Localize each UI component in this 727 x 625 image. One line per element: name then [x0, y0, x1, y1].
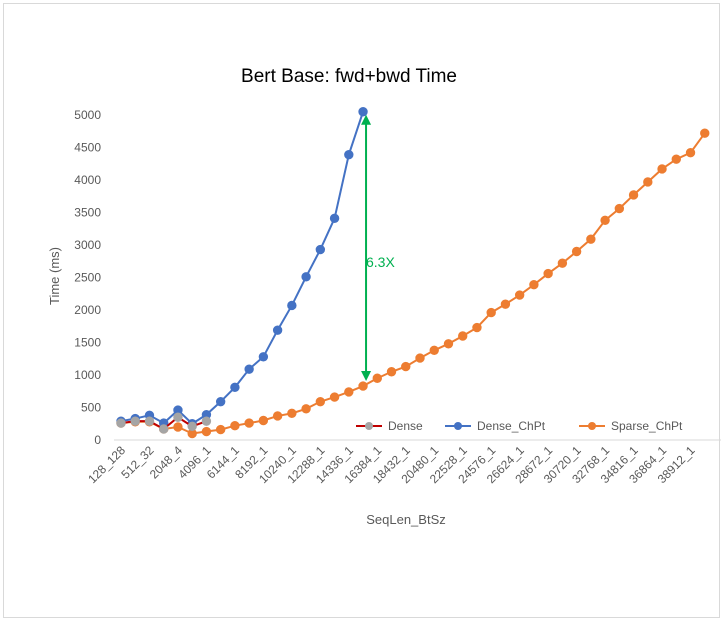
- annotation-arrowhead-up: [361, 114, 372, 125]
- data-point: [401, 361, 411, 372]
- data-point: [230, 421, 240, 431]
- data-point: [600, 215, 610, 226]
- data-point: [458, 331, 468, 341]
- data-point: [301, 272, 311, 282]
- data-point: [244, 418, 254, 428]
- data-point: [301, 404, 311, 414]
- x-axis-label: SeqLen_BtSz: [366, 512, 446, 527]
- data-point: [315, 244, 326, 255]
- data-point: [244, 364, 254, 374]
- chart-title: Bert Base: fwd+bwd Time: [241, 66, 457, 87]
- data-point: [586, 234, 596, 244]
- data-point: [258, 352, 269, 362]
- data-point: [415, 353, 425, 363]
- y-tick-label: 500: [81, 401, 101, 415]
- series-line: [120, 132, 706, 435]
- legend-swatch-marker: [365, 422, 373, 430]
- data-point: [173, 412, 183, 422]
- data-point: [671, 154, 681, 164]
- data-point: [201, 416, 212, 426]
- chart-svg: Bert Base: fwd+bwd Time Time (ms) SeqLen…: [47, 66, 724, 527]
- y-tick-label: 3500: [74, 206, 101, 220]
- data-point: [685, 148, 696, 158]
- y-tick-label: 1500: [74, 336, 101, 350]
- data-point: [514, 290, 525, 300]
- y-tick-label: 5000: [74, 108, 101, 122]
- data-point: [543, 268, 553, 279]
- data-point: [130, 416, 140, 426]
- series-line: [120, 111, 364, 426]
- data-point: [201, 426, 212, 437]
- legend-swatch-marker: [588, 422, 596, 430]
- legend-label: Dense_ChPt: [477, 419, 546, 433]
- annotation-label: 6.3X: [366, 254, 395, 270]
- series-dense-chpt: [116, 107, 368, 429]
- data-point: [429, 345, 439, 355]
- legend-swatch-marker: [454, 422, 462, 430]
- data-point: [173, 422, 183, 432]
- y-tick-label: 1000: [74, 368, 101, 382]
- y-tick-label: 2500: [74, 271, 101, 285]
- series-dense: [116, 412, 212, 434]
- annotation-arrowhead-down: [361, 371, 372, 382]
- y-axis-label: Time (ms): [47, 247, 62, 305]
- data-point: [187, 421, 197, 432]
- y-axis: 0 500 1000 1500 2000 2500 3000 3500 4000 4500 5000: [74, 108, 101, 447]
- data-point: [571, 246, 582, 257]
- x-tick-label: 128_128: [85, 443, 128, 486]
- y-tick-label: 4500: [74, 141, 101, 155]
- data-point: [272, 411, 283, 421]
- data-point: [344, 387, 354, 397]
- data-point: [272, 325, 283, 335]
- y-tick-label: 0: [94, 433, 101, 447]
- data-point: [329, 213, 340, 224]
- data-point: [557, 258, 568, 268]
- series-layer: [116, 107, 710, 439]
- data-point: [643, 177, 653, 187]
- data-point: [116, 418, 126, 428]
- data-point: [329, 392, 340, 402]
- data-point: [287, 300, 297, 311]
- data-point: [628, 190, 639, 200]
- data-point: [358, 381, 368, 391]
- chart-frame: Bert Base: fwd+bwd Time Time (ms) SeqLen…: [3, 3, 724, 618]
- y-tick-label: 2000: [74, 303, 101, 317]
- data-point: [215, 396, 226, 407]
- y-tick-label: 4000: [74, 173, 101, 187]
- data-point: [144, 416, 155, 426]
- legend-item: Dense_ChPt: [445, 419, 546, 433]
- annotation-layer: 6.3X: [361, 114, 395, 382]
- legend-label: Dense: [388, 419, 423, 433]
- data-point: [472, 322, 482, 333]
- legend-label: Sparse_ChPt: [611, 419, 683, 433]
- data-point: [657, 164, 667, 174]
- data-point: [372, 373, 382, 383]
- data-point: [159, 424, 169, 434]
- data-point: [230, 382, 240, 393]
- data-point: [529, 279, 539, 290]
- data-point: [614, 203, 625, 214]
- data-point: [358, 107, 368, 117]
- data-point: [486, 307, 496, 318]
- data-point: [700, 128, 710, 138]
- data-point: [386, 367, 397, 377]
- legend-item: Sparse_ChPt: [579, 419, 683, 433]
- data-point: [287, 408, 297, 419]
- data-point: [258, 415, 269, 426]
- series-sparse-chpt: [116, 128, 710, 439]
- legend-item: Dense: [356, 419, 423, 433]
- y-tick-label: 3000: [74, 238, 101, 252]
- legend: Dense Dense_ChPt Sparse_ChPt: [356, 419, 683, 433]
- data-point: [500, 299, 511, 309]
- data-point: [315, 396, 326, 407]
- data-point: [344, 149, 354, 160]
- data-point: [443, 339, 454, 349]
- x-axis: 128_128512_322048_44096_16144_18192_1102…: [85, 443, 698, 486]
- data-point: [215, 424, 226, 435]
